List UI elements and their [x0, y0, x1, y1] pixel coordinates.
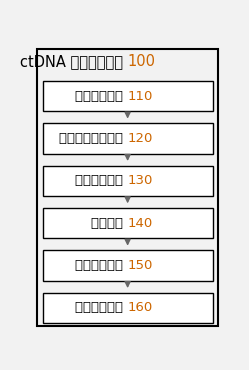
- Text: 130: 130: [127, 174, 153, 187]
- FancyBboxPatch shape: [43, 208, 212, 238]
- Text: 分子标签提取模块: 分子标签提取模块: [59, 132, 127, 145]
- Text: 160: 160: [127, 301, 153, 314]
- Text: 识别模块: 识别模块: [91, 216, 127, 230]
- FancyBboxPatch shape: [43, 81, 212, 111]
- Text: 参数统计模块: 参数统计模块: [75, 259, 127, 272]
- Text: 100: 100: [127, 54, 156, 69]
- Text: 文件形成模块: 文件形成模块: [75, 174, 127, 187]
- Text: 捕获测序模块: 捕获测序模块: [75, 90, 127, 102]
- Text: 突变评估模块: 突变评估模块: [75, 301, 127, 314]
- Text: 110: 110: [127, 90, 153, 102]
- Text: 140: 140: [127, 216, 153, 230]
- FancyBboxPatch shape: [43, 293, 212, 323]
- FancyBboxPatch shape: [43, 250, 212, 281]
- FancyBboxPatch shape: [37, 49, 218, 326]
- Text: ctDNA 突变分析装置: ctDNA 突变分析装置: [20, 54, 127, 69]
- Text: 150: 150: [127, 259, 153, 272]
- FancyBboxPatch shape: [43, 123, 212, 154]
- FancyBboxPatch shape: [43, 166, 212, 196]
- Text: 120: 120: [127, 132, 153, 145]
